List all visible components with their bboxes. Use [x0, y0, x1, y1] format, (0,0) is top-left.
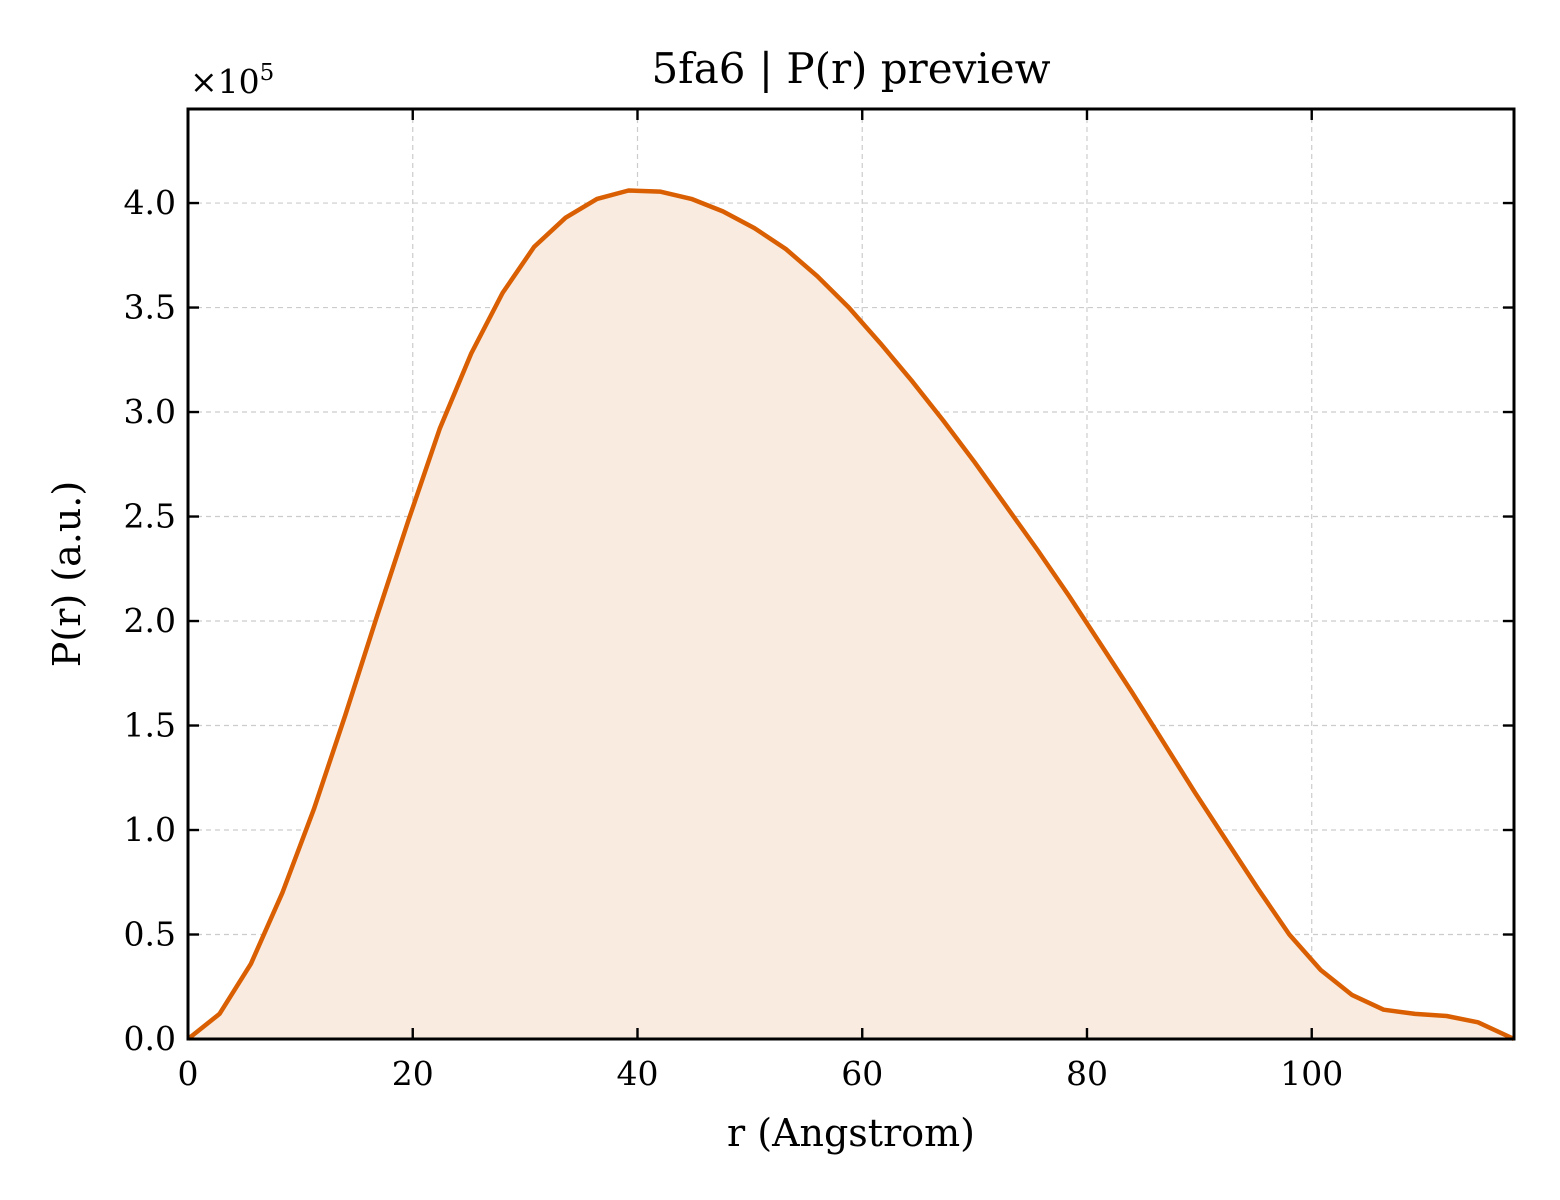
y-tick-label: 2.5: [124, 497, 176, 536]
x-tick-label: 40: [616, 1054, 658, 1093]
y-axis-label: P(r) (a.u.): [45, 481, 89, 667]
y-offset-exponent: 5: [260, 60, 275, 86]
y-offset-base: ×10: [190, 62, 260, 101]
x-tick-label: 60: [841, 1054, 883, 1093]
y-tick-label: 3.0: [124, 392, 176, 431]
x-axis-ticks: 0 20 40 60 80 100: [178, 109, 1343, 1093]
series-line: [186, 188, 1515, 1042]
plot-frame: [186, 107, 1516, 1041]
x-tick-label: 80: [1066, 1054, 1108, 1093]
y-tick-label: 1.5: [124, 706, 176, 745]
x-tick-label: 0: [178, 1054, 199, 1093]
y-tick-label: 1.0: [124, 810, 176, 849]
chart-title: 5fa6 | P(r) preview: [651, 44, 1050, 93]
y-tick-label: 4.0: [124, 183, 176, 222]
y-offset-label: ×105: [190, 60, 274, 101]
y-tick-label: 3.5: [124, 288, 176, 327]
x-axis-label: r (Angstrom): [727, 1111, 975, 1155]
y-tick-label: 0.0: [124, 1019, 176, 1058]
y-tick-label: 0.5: [124, 915, 176, 954]
x-tick-label: 100: [1280, 1054, 1343, 1093]
y-axis-ticks: 0.0 0.5 1.0 1.5 2.0 2.5 3.0 3.5 4.0: [124, 183, 1514, 1058]
area-fill: [188, 190, 1514, 1039]
x-tick-label: 20: [392, 1054, 434, 1093]
y-tick-label: 2.0: [124, 601, 176, 640]
